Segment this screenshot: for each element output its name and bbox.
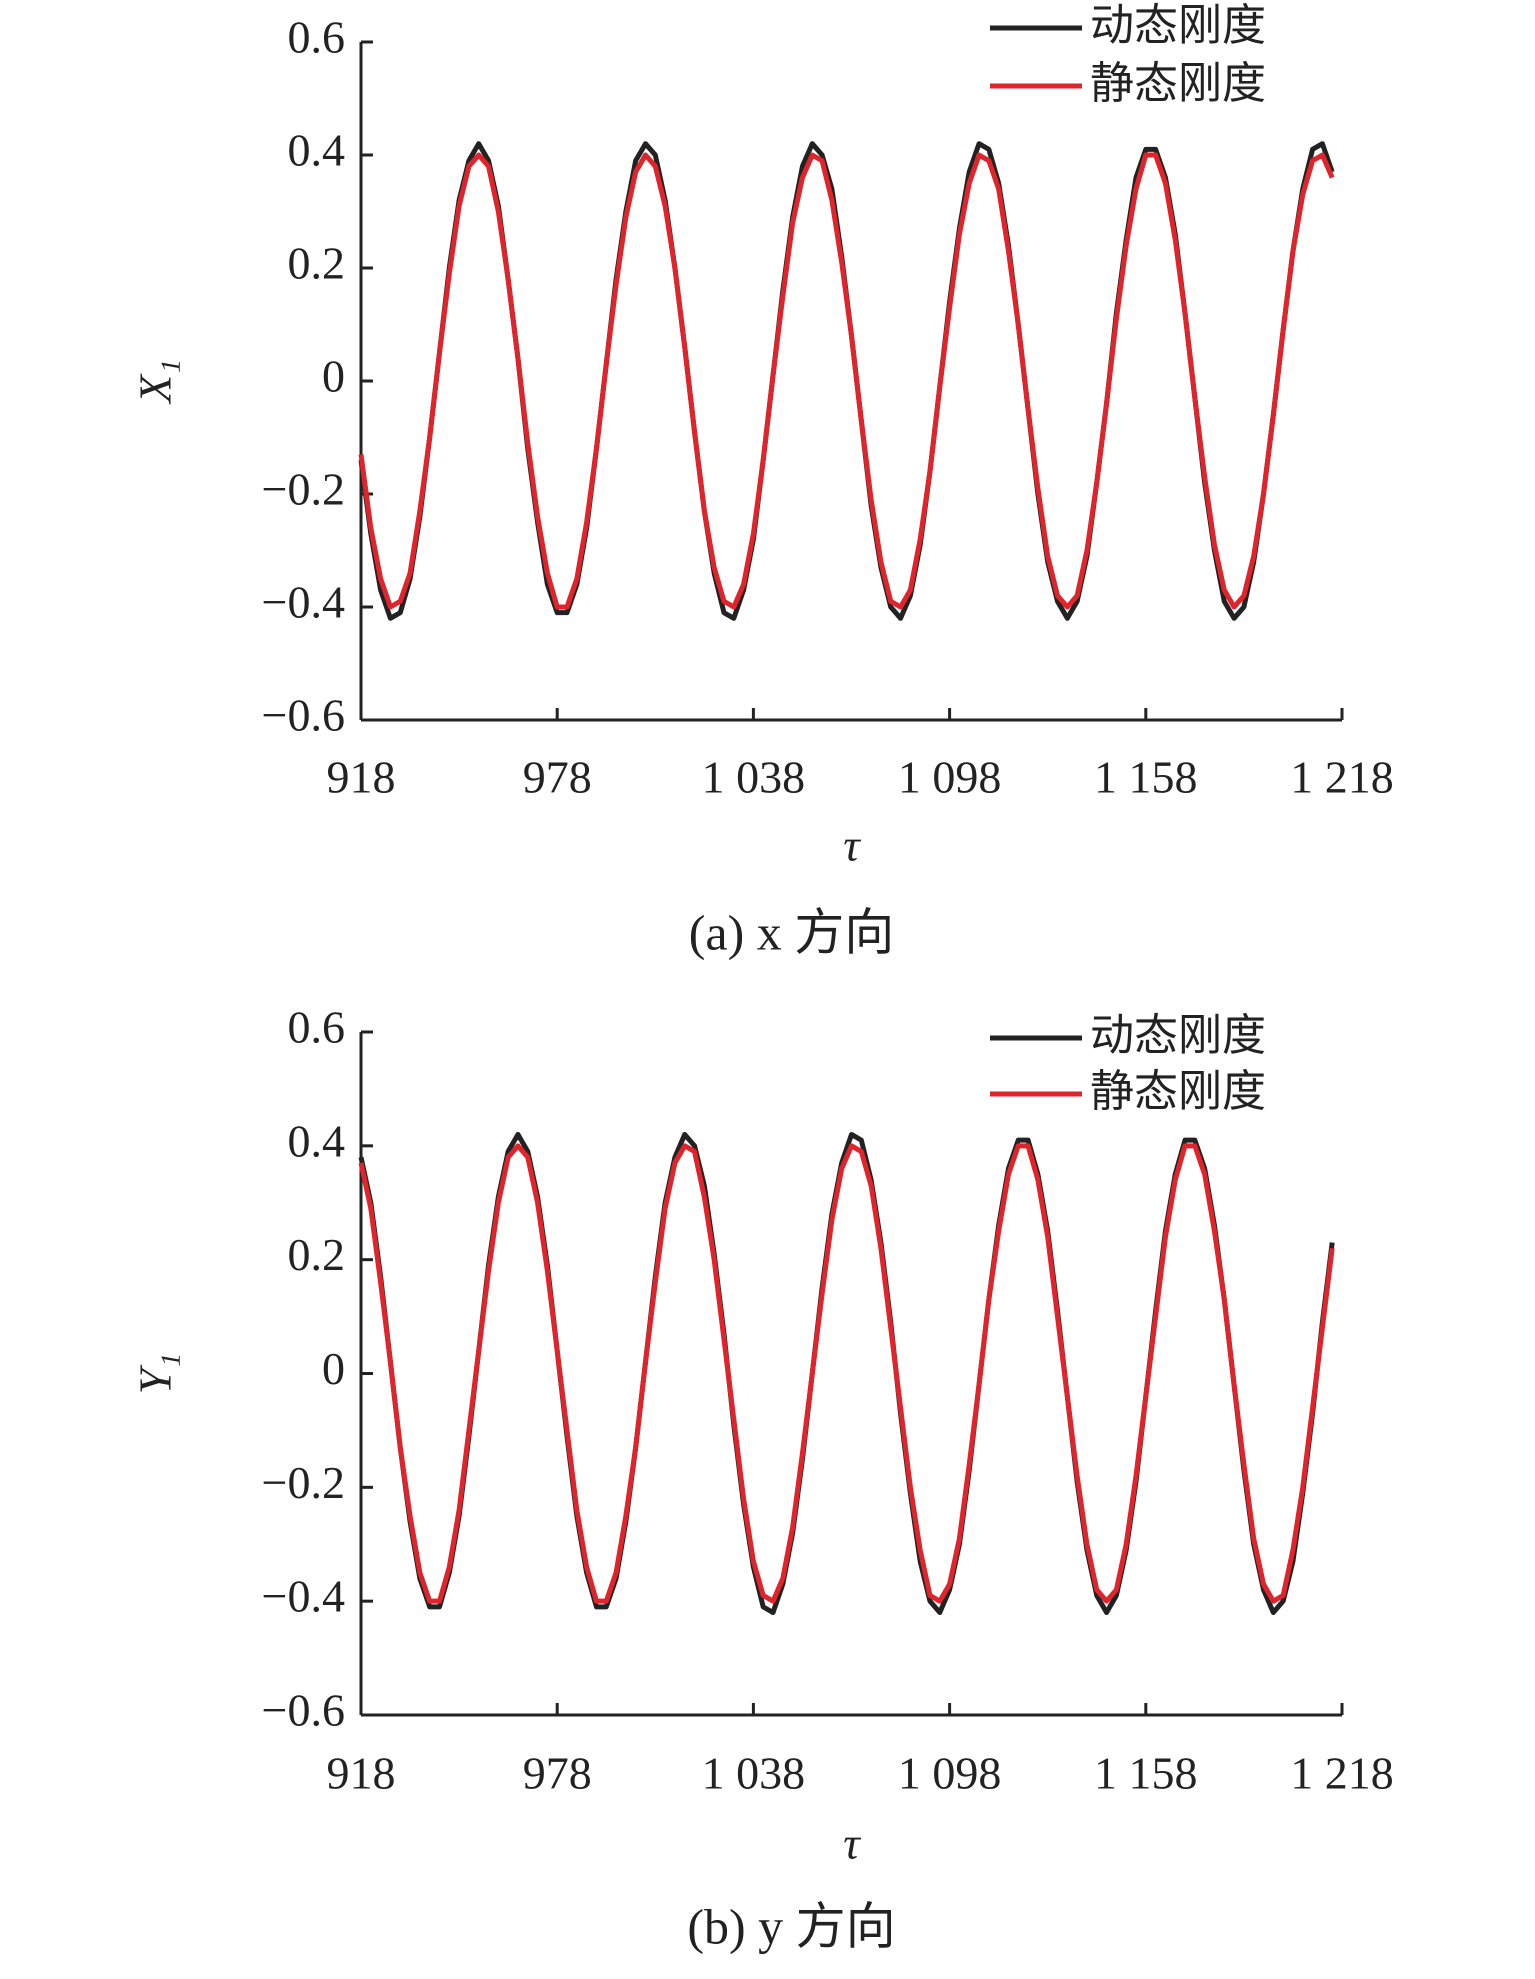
x-tick-label: 1 098 <box>898 752 1002 803</box>
x-tick-label: 1 098 <box>898 1748 1002 1799</box>
x-tick-label: 1 038 <box>702 752 806 803</box>
x-tick-label: 1 158 <box>1094 752 1198 803</box>
legend-label: 动态刚度 <box>1090 1010 1266 1061</box>
y-tick-label: 0 <box>322 351 345 402</box>
y-tick-label: −0.6 <box>262 1685 345 1736</box>
legend-label: 动态刚度 <box>1090 0 1266 51</box>
x-tick-label: 978 <box>523 1748 592 1799</box>
y-tick-label: −0.2 <box>262 464 345 515</box>
data-line <box>358 141 1335 621</box>
y-tick-label: 0.2 <box>288 238 346 289</box>
caption: (a) x 方向 <box>689 904 895 960</box>
x-axis-label: τ <box>843 820 861 871</box>
y-tick-label: 0.6 <box>288 1002 346 1053</box>
caption: (b) y 方向 <box>687 1898 895 1954</box>
x-tick-label: 1 218 <box>1290 752 1394 803</box>
x-tick-label: 918 <box>327 752 396 803</box>
y-axis-label: X₁ <box>130 359 181 405</box>
y-tick-label: −0.6 <box>262 690 345 741</box>
y-tick-label: 0 <box>322 1343 345 1394</box>
legend-label: 静态刚度 <box>1090 1066 1266 1117</box>
y-tick-label: −0.4 <box>262 1571 345 1622</box>
x-tick-label: 918 <box>327 1748 396 1799</box>
data-line <box>358 152 1335 610</box>
data-line <box>358 1143 1335 1604</box>
y-axis-label: Y₁ <box>130 1353 181 1395</box>
y-tick-label: 0.6 <box>288 12 346 63</box>
y-tick-label: −0.2 <box>262 1457 345 1508</box>
legend-label: 静态刚度 <box>1090 58 1266 109</box>
y-tick-label: 0.4 <box>288 1115 346 1166</box>
y-tick-label: 0.2 <box>288 1229 346 1280</box>
x-axis-label: τ <box>843 1818 861 1869</box>
x-tick-label: 1 218 <box>1290 1748 1394 1799</box>
y-tick-label: −0.4 <box>262 577 345 628</box>
x-tick-label: 1 158 <box>1094 1748 1198 1799</box>
x-tick-label: 1 038 <box>702 1748 806 1799</box>
y-tick-label: 0.4 <box>288 125 346 176</box>
data-line <box>358 1131 1335 1616</box>
x-tick-label: 978 <box>523 752 592 803</box>
